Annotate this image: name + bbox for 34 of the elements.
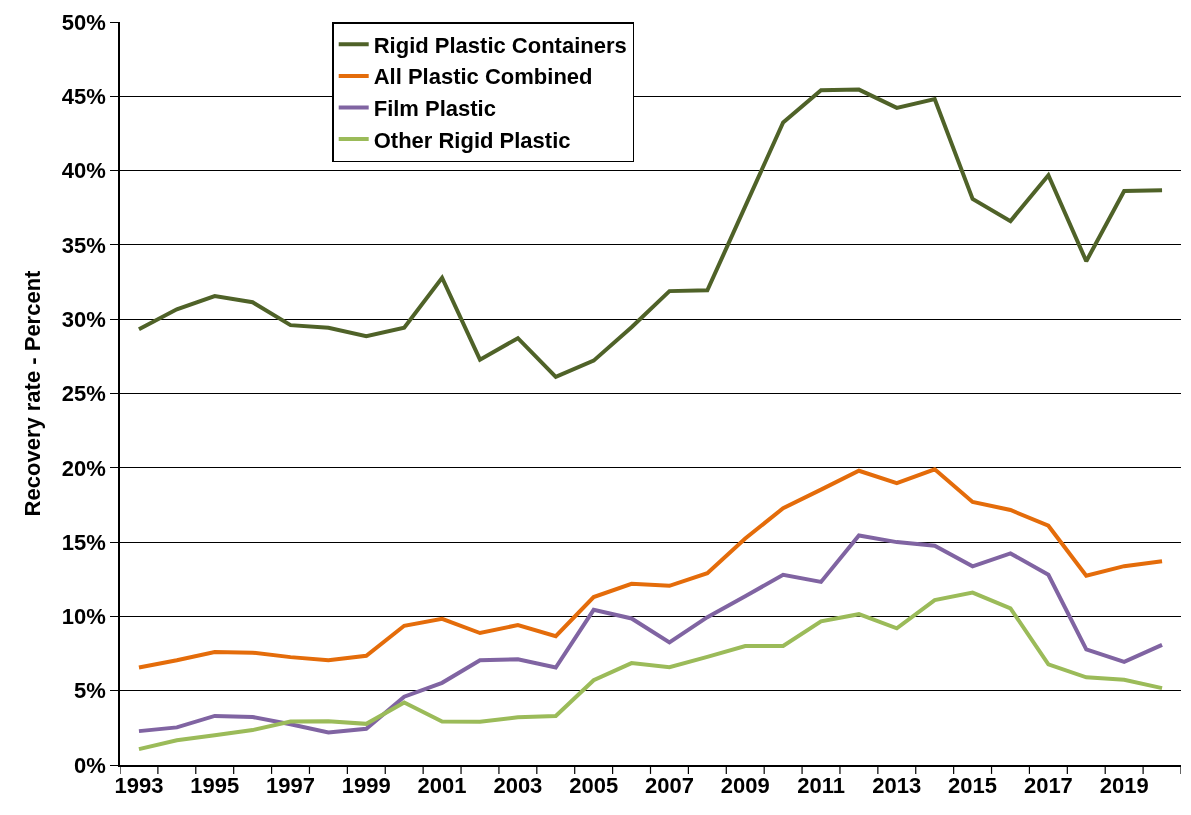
x-tick-label: 2011 [797, 773, 845, 799]
y-tick-label: 50% [61, 9, 106, 35]
line-series [136, 590, 1165, 752]
x-tick-label: 2015 [948, 773, 998, 799]
legend-label: Film Plastic [373, 96, 496, 122]
line-series [136, 87, 1165, 379]
y-tick-label: 45% [61, 84, 106, 109]
x-tick-label: 1999 [341, 773, 391, 799]
legend-label: Rigid Plastic Containers [373, 32, 627, 58]
legend-label: Other Rigid Plastic [373, 127, 571, 153]
x-tick-label: 2017 [1023, 773, 1073, 799]
x-tick-label: 2001 [417, 773, 467, 799]
y-axis-title: Recovery rate - Percent [20, 269, 46, 517]
x-tick-label: 1997 [266, 773, 315, 799]
y-tick-label: 20% [61, 455, 106, 481]
x-tick-label: 2007 [644, 773, 694, 799]
x-tick-label: 2003 [493, 773, 543, 799]
y-tick-label: 15% [61, 529, 106, 555]
y-tick-label: 35% [61, 232, 106, 258]
y-tick-label: 0% [74, 752, 106, 778]
x-tick-label: 2019 [1099, 773, 1149, 799]
legend-label: All Plastic Combined [373, 64, 593, 90]
x-tick-label: 2005 [569, 773, 619, 799]
y-tick-label: 40% [61, 158, 106, 184]
line-series [136, 533, 1165, 735]
y-tick-label: 10% [61, 604, 106, 630]
x-tick-label: 1995 [190, 773, 240, 799]
x-tick-label: 2009 [720, 773, 770, 799]
line-series [136, 467, 1165, 670]
x-tick-label: 1993 [114, 773, 164, 799]
y-tick-label: 5% [74, 678, 106, 704]
y-tick-label: 30% [61, 306, 106, 332]
x-tick-label: 2013 [872, 773, 922, 799]
y-tick-label: 25% [61, 381, 106, 407]
